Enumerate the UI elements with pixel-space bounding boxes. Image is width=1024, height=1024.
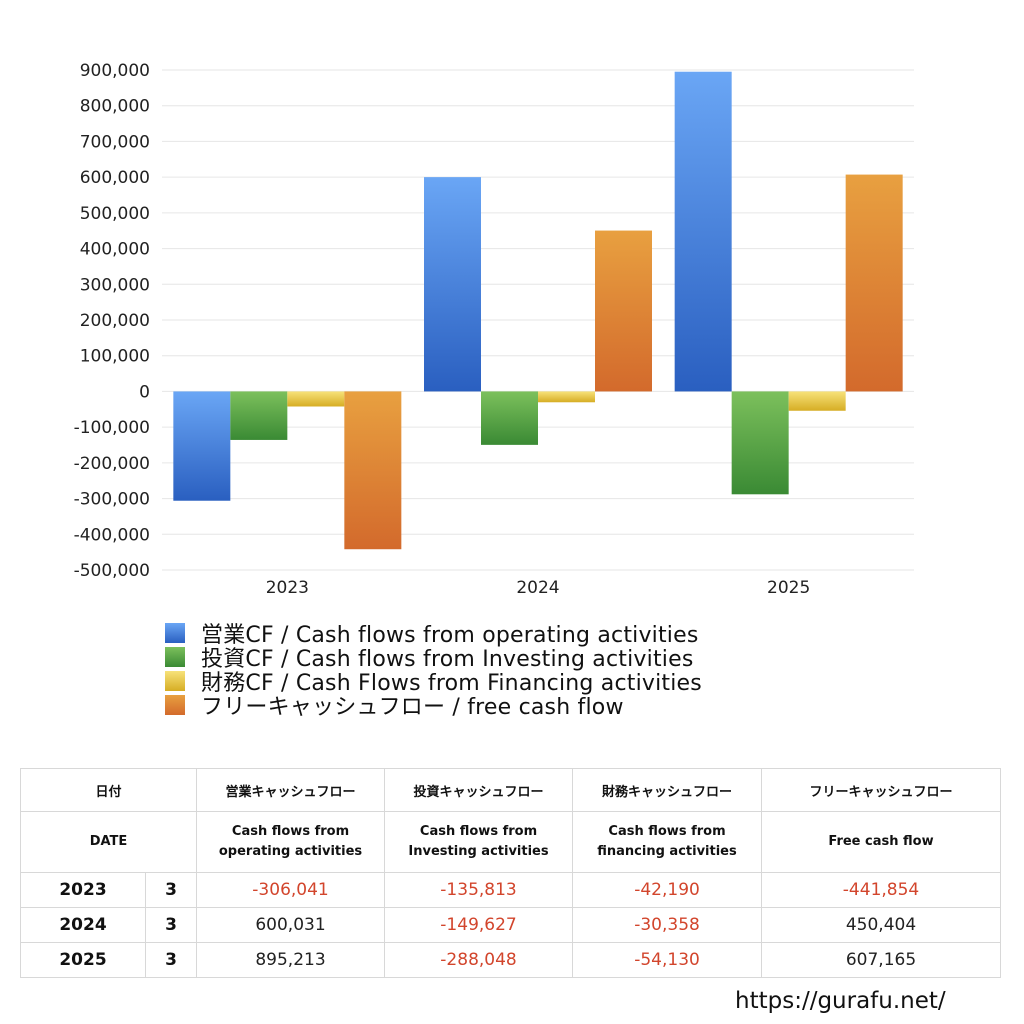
legend-label-financing: 財務CF / Cash Flows from Financing activit… [201,671,702,696]
table-row: 2025 3 895,213 -288,048 -54,130 607,165 [20,942,1002,978]
y-tick-label: -100,000 [74,418,150,438]
bar-financing-2024 [538,391,595,403]
table-row: 2023 3 -306,041 -135,813 -42,190 -441,85… [20,872,1002,908]
header-operating-ja: 営業キャッシュフロー [196,768,386,812]
cell-financing: -42,190 [572,872,763,908]
bar-financing-2023 [287,391,345,407]
y-tick-label: 800,000 [80,97,150,117]
cell-investing: -149,627 [384,907,574,943]
row-month: 3 [144,907,198,943]
y-tick-label: 900,000 [80,61,150,81]
cash-flow-chart: 900,000 800,000 700,000 600,000 500,000 400,0… [74,61,914,598]
bar-investing-2023 [230,391,288,440]
y-tick-label: -400,000 [74,525,150,545]
row-year: 2023 [20,872,146,908]
table-header-row-en: DATE Cash flows from operating activitie… [19,811,1002,873]
header-operating-en: Cash flows from operating activities [196,811,386,873]
row-year: 2024 [20,907,146,943]
cell-operating: 895,213 [196,942,386,978]
y-tick-label: -200,000 [74,454,150,474]
cell-free: 607,165 [761,942,1002,978]
legend-swatch-financing [165,671,185,691]
legend-item-financing: 財務CF / Cash Flows from Financing activit… [165,669,702,696]
cell-free: -441,854 [761,872,1002,908]
y-tick-label: 100,000 [80,347,150,367]
bar-free-2025 [845,174,903,392]
cell-financing: -54,130 [572,942,763,978]
bar-investing-2025 [731,391,789,495]
header-financing-en: Cash flows from financing activities [572,811,763,873]
legend-label-operating: 営業CF / Cash flows from operating activit… [201,623,699,648]
header-free-en: Free cash flow [761,811,1002,873]
x-tick-label: 2024 [516,578,559,598]
y-tick-label: -500,000 [74,561,150,581]
table-row: 2024 3 600,031 -149,627 -30,358 450,404 [20,907,1002,943]
legend-swatch-free [165,695,185,715]
cell-operating: 600,031 [196,907,386,943]
row-month: 3 [144,942,198,978]
legend-label-free: フリーキャッシュフロー / free cash flow [201,695,624,720]
bar-financing-2025 [788,391,846,411]
bar-operating-2025 [674,71,732,392]
table-header-row-ja: 日付 営業キャッシュフロー 投資キャッシュフロー 財務キャッシュフロー フリーキ… [19,768,1002,812]
y-tick-label: 400,000 [80,240,150,260]
cell-investing: -288,048 [384,942,574,978]
bar-operating-2023 [173,391,231,501]
cell-investing: -135,813 [384,872,574,908]
x-tick-label: 2025 [767,578,810,598]
row-month: 3 [144,872,198,908]
chart-legend: 営業CF / Cash flows from operating activit… [165,621,702,720]
legend-swatch-operating [165,623,185,643]
legend-item-investing: 投資CF / Cash flows from Investing activit… [165,645,702,672]
bar-operating-2024 [424,177,481,392]
x-tick-label: 2023 [266,578,309,598]
bar-free-2024 [595,230,652,392]
y-tick-label: 300,000 [80,275,150,295]
cell-free: 450,404 [761,907,1002,943]
y-tick-label: 600,000 [80,168,150,188]
header-investing-en: Cash flows from Investing activities [384,811,574,873]
header-financing-ja: 財務キャッシュフロー [572,768,763,812]
bar-investing-2024 [481,391,538,445]
legend-swatch-investing [165,647,185,667]
header-investing-ja: 投資キャッシュフロー [384,768,574,812]
legend-label-investing: 投資CF / Cash flows from Investing activit… [201,647,694,672]
y-tick-label: 500,000 [80,204,150,224]
bar-free-2023 [344,391,402,550]
cash-flow-table: 日付 営業キャッシュフロー 投資キャッシュフロー 財務キャッシュフロー フリーキ… [19,768,1002,978]
cell-operating: -306,041 [196,872,386,908]
legend-item-free: フリーキャッシュフロー / free cash flow [165,693,702,720]
cell-financing: -30,358 [572,907,763,943]
y-tick-label: 0 [139,382,150,402]
y-tick-label: 200,000 [80,311,150,331]
y-tick-label: 700,000 [80,132,150,152]
header-date-en: DATE [19,811,198,873]
y-tick-label: -300,000 [74,490,150,510]
row-year: 2025 [20,942,146,978]
source-url: https://gurafu.net/ [735,988,946,1014]
legend-item-operating: 営業CF / Cash flows from operating activit… [165,621,702,648]
header-free-ja: フリーキャッシュフロー [761,768,1002,812]
header-date-ja: 日付 [19,768,198,812]
